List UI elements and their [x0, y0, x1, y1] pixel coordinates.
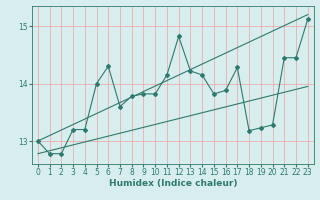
X-axis label: Humidex (Indice chaleur): Humidex (Indice chaleur) [108, 179, 237, 188]
